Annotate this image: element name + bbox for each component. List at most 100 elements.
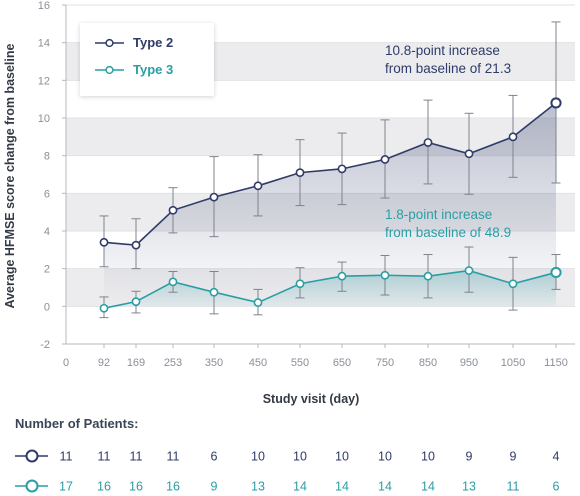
series-type-2 [99,21,562,307]
y-tick-label: 14 [38,38,50,50]
series-area [104,270,556,309]
x-tick-label: 850 [419,357,437,369]
series-line [103,269,557,310]
y-tick-label: 2 [44,264,50,276]
annotation-text: 1.8-point increase [385,207,492,222]
data-point [168,277,178,287]
legend-marker [105,38,114,48]
data-point [464,149,474,159]
y-tick-label: 10 [38,113,50,125]
data-point [253,181,263,191]
patients-title: Number of Patients: [15,416,139,431]
y-tick-label: 8 [44,151,50,163]
patients-count: 14 [378,480,392,494]
data-point [168,205,178,215]
x-tick-label: 950 [460,357,478,369]
data-point [380,270,390,280]
patients-count: 10 [251,450,265,464]
data-point [550,266,562,279]
data-point [209,287,219,297]
legend-label: Type 3 [133,62,173,77]
data-point [131,297,141,307]
data-point [131,240,141,250]
x-tick-label: 92 [98,357,110,369]
series-layer [99,21,562,319]
patients-count: 6 [553,480,560,494]
legend-marker [105,65,114,75]
x-tick-label: 1050 [501,357,525,369]
patients-count: 14 [335,480,349,494]
patients-count: 11 [507,480,520,494]
patients-count: 11 [130,450,143,464]
data-point [295,168,305,178]
data-point [337,164,347,174]
y-tick-label: 16 [38,0,50,12]
patients-table: 11 11 11 11 6 10 10 10 10 10 9 9 417 16 16 16 9 13 14 14 14 1… [15,449,560,494]
data-point [464,266,474,275]
x-tick-label: 650 [333,357,351,369]
x-tick-label: 0 [63,357,69,369]
patients-count: 13 [251,480,265,494]
patients-count: 11 [167,450,180,464]
patients-count: 16 [97,480,111,494]
y-tick-label: 0 [44,301,50,313]
annotation-text: 10.8-point increase [385,43,500,58]
legend: Type 2 Type 3 [80,23,214,96]
y-tick-label: 12 [38,75,50,87]
patients-row-marker [25,479,39,493]
data-point [295,279,305,289]
x-tick-label: 550 [291,357,309,369]
annotation-text: from baseline of 21.3 [385,61,511,76]
x-tick-label: 1150 [544,357,568,369]
patients-count: 10 [378,450,392,464]
patients-count: 17 [59,480,73,494]
patients-count: 9 [466,450,473,464]
legend-label: Type 2 [133,35,173,50]
patients-row-marker [25,449,39,463]
patients-row-type-3: 17 16 16 16 9 13 14 14 14 14 13 11 6 [15,479,560,494]
x-tick-label: 253 [164,357,182,369]
data-point [508,279,518,289]
y-tick-labels: -2 0 2 4 6 8 10 12 14 16 [38,0,50,351]
legend-box [80,23,214,96]
y-tick-label: 4 [44,226,50,238]
patients-count: 16 [166,480,180,494]
patients-count: 13 [462,480,476,494]
series-area [104,102,556,307]
x-axis-label: Study visit (day) [263,392,360,406]
x-tick-labels: 0 92 169 253 350 450 550 650 750 850 950 1050 1150 [63,357,568,369]
x-tick-label: 750 [376,357,394,369]
y-tick-label: 6 [44,188,50,200]
data-point [253,298,263,307]
data-point [508,132,518,142]
data-point [550,97,562,109]
data-point [423,138,433,147]
annotations: 10.8-point increase from baseline of 21.3… [385,43,511,240]
patients-count: 11 [60,450,73,464]
data-point [423,271,433,281]
series-type-3 [99,246,562,319]
data-point [380,155,390,164]
patients-count: 6 [211,450,218,464]
x-tick-label: 450 [249,357,267,369]
patients-count: 14 [421,480,435,494]
axes [62,4,575,348]
y-axis-label: Average HFMSE score change from baseline [3,44,17,309]
data-point [99,237,109,247]
annotation-text: from baseline of 48.9 [385,225,511,240]
data-point [99,303,109,313]
series-line [103,102,557,246]
patients-count: 14 [293,480,307,494]
data-point [209,192,219,202]
patients-count: 16 [129,480,143,494]
patients-count: 10 [421,450,435,464]
patients-count: 9 [510,450,517,464]
patients-count: 11 [98,450,111,464]
patients-count: 4 [553,450,560,464]
x-tick-label: 169 [127,357,145,369]
patients-row-type-2: 11 11 11 11 6 10 10 10 10 10 9 9 4 [15,449,560,464]
patients-count: 10 [293,450,307,464]
x-tick-label: 350 [205,357,223,369]
y-tick-label: -2 [40,339,50,351]
